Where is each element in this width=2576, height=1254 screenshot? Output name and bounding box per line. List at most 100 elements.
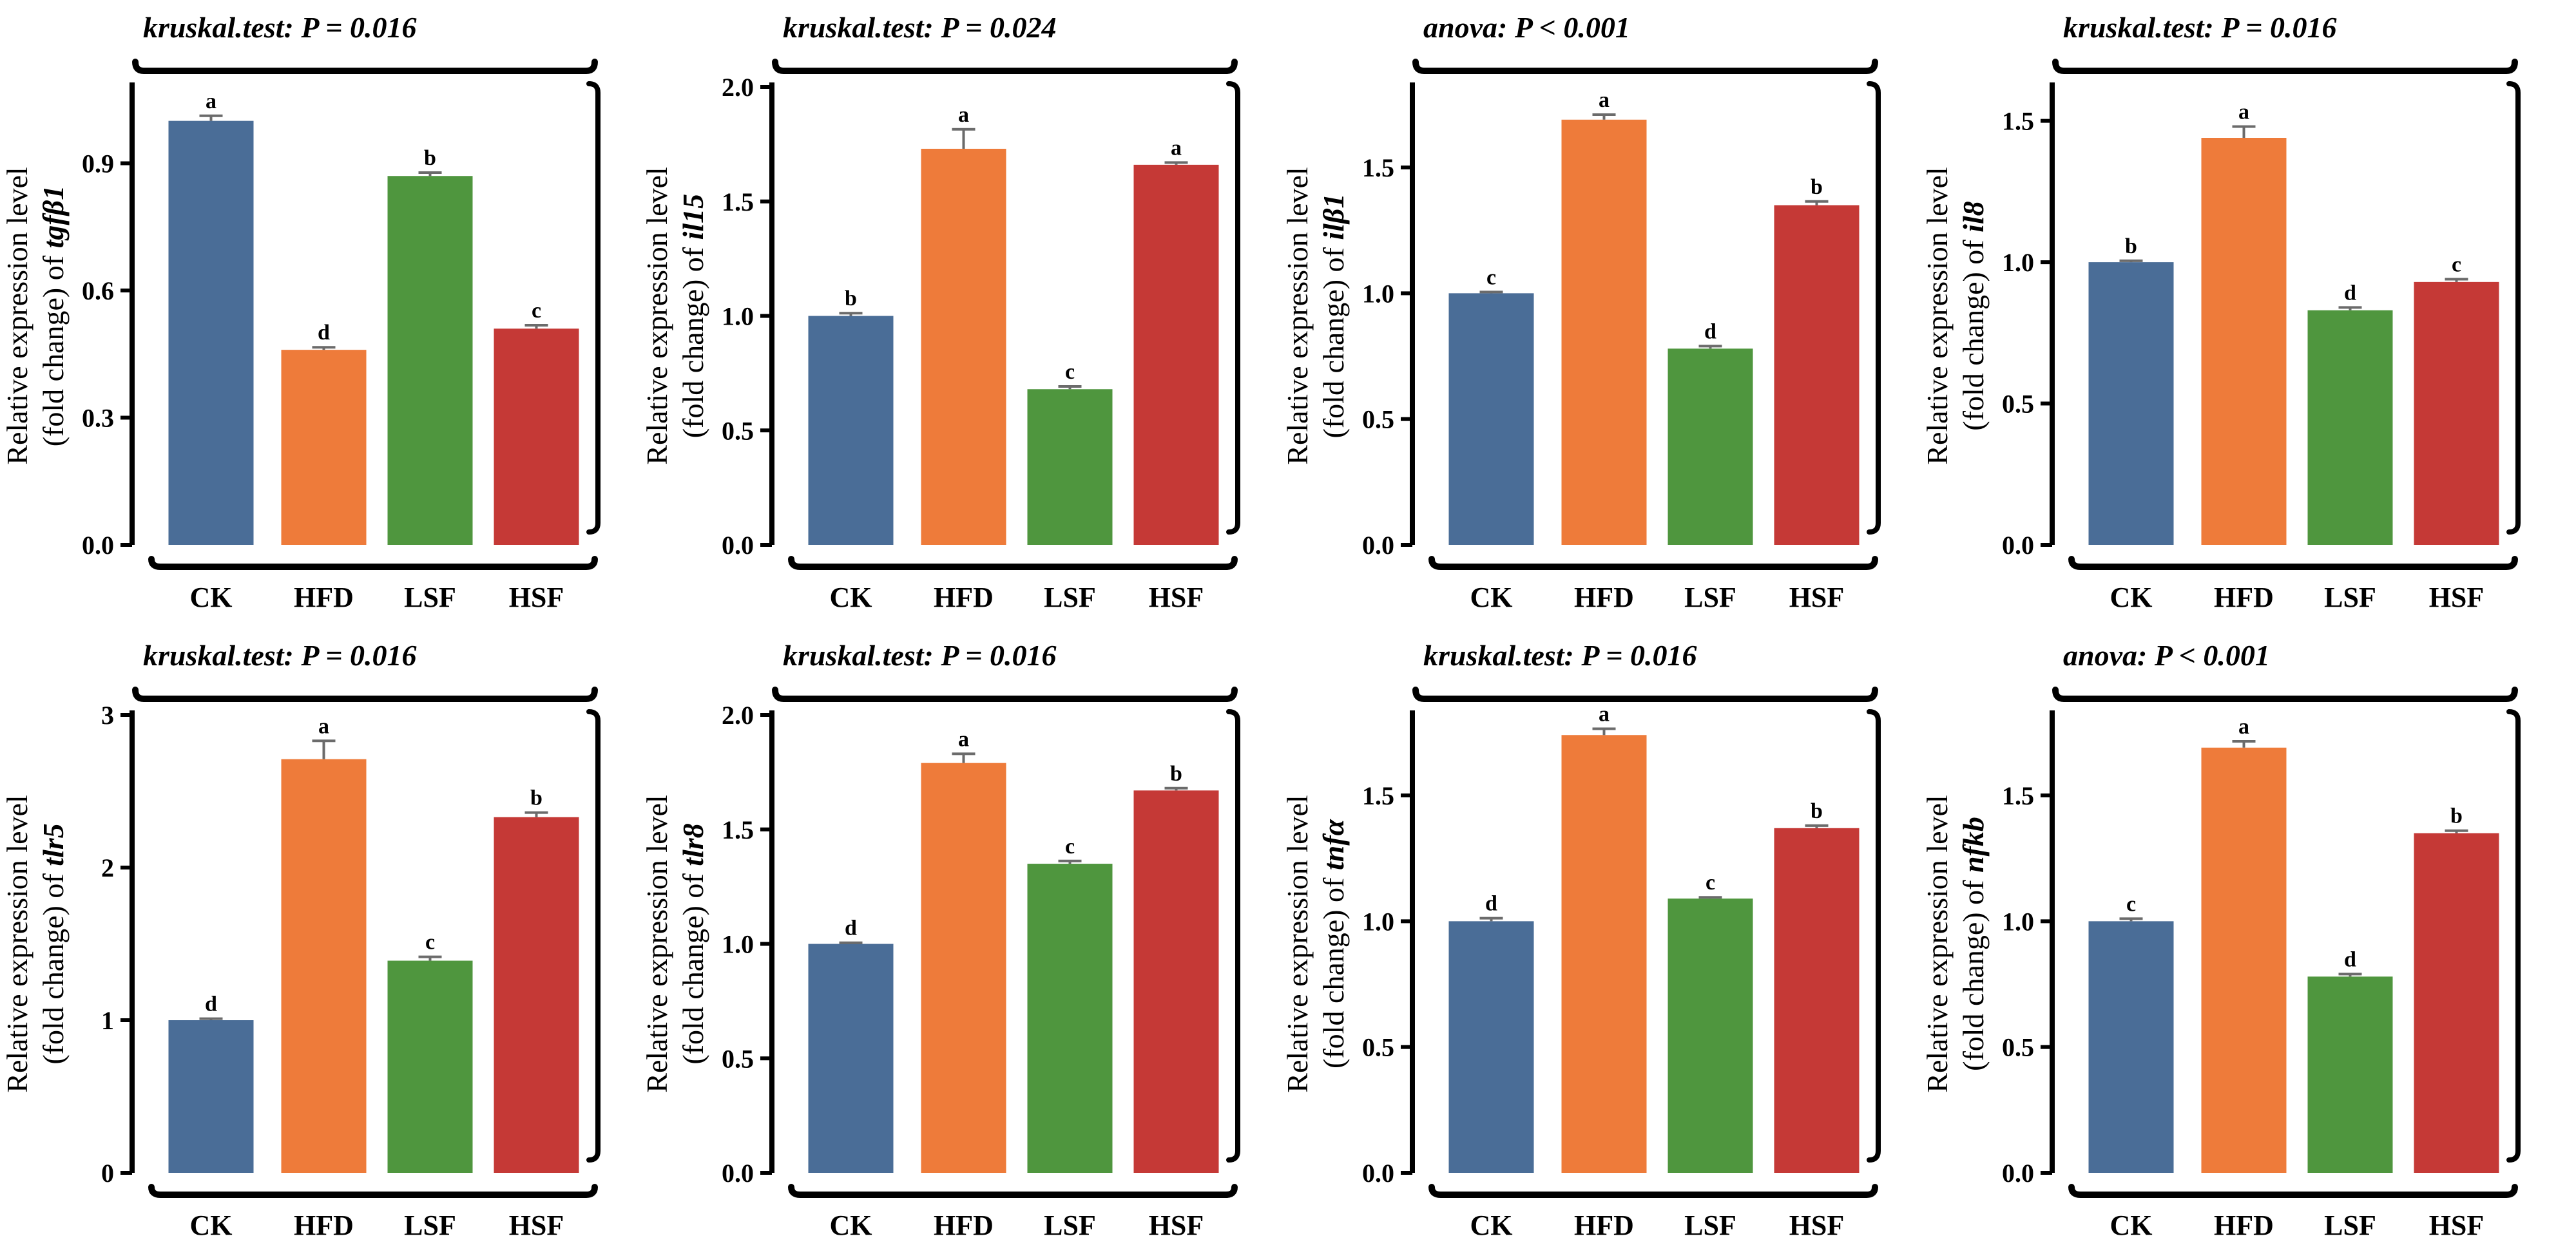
x-axis-bracket (788, 556, 1238, 570)
y-tick-label: 2.0 (722, 73, 754, 102)
y-axis-label: Relative expression level (fold change) o… (640, 167, 709, 464)
significance-letter: a (318, 714, 329, 738)
y-tick-label: 0.0 (82, 531, 114, 560)
x-tick-label-hsf: HSF (2429, 1210, 2485, 1241)
y-axis-label-line1: Relative expression level (1921, 167, 1954, 464)
top-axis-bracket (132, 59, 598, 74)
significance-letter: b (1170, 762, 1182, 786)
significance-letter: d (845, 917, 857, 940)
significance-letter: b (424, 146, 436, 170)
x-tick-label-hsf: HSF (1789, 1210, 1845, 1241)
y-tick-label: 0.5 (2002, 1033, 2034, 1062)
bar-hsf (1774, 828, 1860, 1173)
y-axis-label-line1: Relative expression level (1, 167, 34, 464)
y-axis-label-prefix: (fold change) of (1957, 873, 1990, 1071)
significance-letter: d (2344, 947, 2356, 971)
y-tick-label: 0.9 (82, 149, 114, 178)
y-tick-label: 0.0 (1362, 1159, 1394, 1188)
right-axis-bracket (1867, 709, 1881, 1163)
chart-title: kruskal.test: P = 0.016 (143, 639, 416, 672)
right-axis-bracket (1226, 709, 1240, 1163)
y-axis-label-line2: (fold change) of ilβ1 (1317, 194, 1350, 439)
x-tick-label-hfd: HFD (934, 582, 994, 613)
x-tick-label-hsf: HSF (509, 1210, 564, 1241)
significance-letter: a (206, 90, 216, 113)
y-axis-label-line1: Relative expression level (1281, 167, 1314, 464)
y-tick-label: 1.5 (1362, 153, 1394, 182)
significance-letter: a (2238, 715, 2249, 739)
gene-name: nfkb (1957, 817, 1990, 873)
significance-letter: b (1811, 175, 1823, 199)
top-axis-bracket (1412, 59, 1878, 74)
x-tick-label-lsf: LSF (1684, 582, 1736, 613)
significance-letter: c (425, 931, 435, 955)
top-axis-bracket (1412, 687, 1878, 702)
gene-name: tlr8 (677, 823, 709, 866)
x-tick-label-ck: CK (190, 582, 233, 613)
y-axis-label: Relative expression level (fold change) o… (1, 167, 70, 464)
top-axis-bracket (2052, 687, 2518, 702)
significance-letter: c (2452, 252, 2461, 276)
chart-title: kruskal.test: P = 0.016 (783, 639, 1056, 672)
bar-hsf (1133, 164, 1219, 545)
y-axis-label-line1: Relative expression level (640, 167, 673, 464)
y-tick-label: 1.5 (2002, 107, 2034, 136)
x-tick-label-hsf: HSF (1789, 582, 1845, 613)
y-axis-label-prefix: (fold change) of (1317, 240, 1350, 439)
x-tick-label-ck: CK (190, 1210, 233, 1241)
x-axis-bracket (1428, 1184, 1878, 1198)
top-axis-bracket (2052, 59, 2518, 74)
significance-letter: b (1811, 799, 1823, 823)
significance-letter: d (318, 321, 330, 345)
significance-letter: b (2125, 234, 2137, 258)
significance-letter: d (1485, 892, 1497, 916)
right-axis-bracket (586, 81, 601, 535)
y-tick-label: 1.0 (1362, 907, 1394, 936)
y-tick-label: 1 (101, 1006, 114, 1035)
significance-letter: a (958, 727, 969, 751)
y-tick-label: 0.5 (1362, 1033, 1394, 1062)
x-tick-label-hfd: HFD (294, 582, 354, 613)
gene-name: tgfβ1 (37, 185, 70, 249)
significance-letter: a (958, 103, 969, 127)
significance-letter: a (1599, 702, 1610, 726)
bar-ck (808, 316, 894, 545)
bar-lsf (1027, 389, 1113, 545)
significance-letter: c (1486, 265, 1496, 289)
bar-hsf (2414, 833, 2499, 1173)
bar-hsf (2414, 281, 2499, 545)
bar-hsf (1133, 790, 1219, 1173)
y-tick-label: 0.5 (722, 1044, 754, 1073)
y-tick-label: 1.5 (2002, 781, 2034, 810)
y-tick-label: 0.0 (722, 531, 754, 560)
x-axis-bracket (2068, 1184, 2518, 1198)
x-tick-label-hfd: HFD (934, 1210, 994, 1241)
y-axis-label-line1: Relative expression level (1281, 795, 1314, 1092)
significance-letter: c (1065, 360, 1075, 384)
bar-ck (168, 120, 254, 545)
gene-name: ilβ1 (1317, 194, 1350, 240)
bar-hfd (2201, 747, 2287, 1173)
x-tick-label-hfd: HFD (1574, 1210, 1634, 1241)
y-axis-label-line1: Relative expression level (640, 795, 673, 1092)
chart-panel-il15: kruskal.test: P = 0.024 0.0 0.5 1.0 1.5 2.0 Re… (640, 11, 1240, 613)
bar-ck (168, 1020, 254, 1173)
y-tick-label: 0.0 (2002, 531, 2034, 560)
chart-panel-tlr8: kruskal.test: P = 0.016 0.0 0.5 1.0 1.5 2.0 Re… (640, 639, 1240, 1241)
top-axis-bracket (772, 59, 1238, 74)
chart-panel-nfkb: anova: P < 0.001 0.0 0.5 1.0 1.5 Relative exp… (1921, 639, 2521, 1241)
y-tick-label: 0.0 (2002, 1159, 2034, 1188)
y-tick-label: 1.5 (1362, 781, 1394, 810)
y-tick-label: 0.6 (82, 276, 114, 305)
bar-hfd (1561, 119, 1647, 546)
y-tick-label: 1.0 (1362, 279, 1394, 308)
y-axis-label-prefix: (fold change) of (1317, 870, 1350, 1069)
significance-letter: b (530, 786, 543, 810)
x-tick-label-hfd: HFD (294, 1210, 354, 1241)
bar-hfd (1561, 735, 1647, 1173)
x-tick-label-hsf: HSF (1149, 1210, 1204, 1241)
x-tick-label-ck: CK (2110, 1210, 2153, 1241)
chart-panel-ilβ1: anova: P < 0.001 0.0 0.5 1.0 1.5 Relative exp… (1281, 11, 1881, 613)
chart-title: kruskal.test: P = 0.016 (143, 11, 416, 44)
y-axis-label: Relative expression level (fold change) o… (1, 795, 70, 1092)
